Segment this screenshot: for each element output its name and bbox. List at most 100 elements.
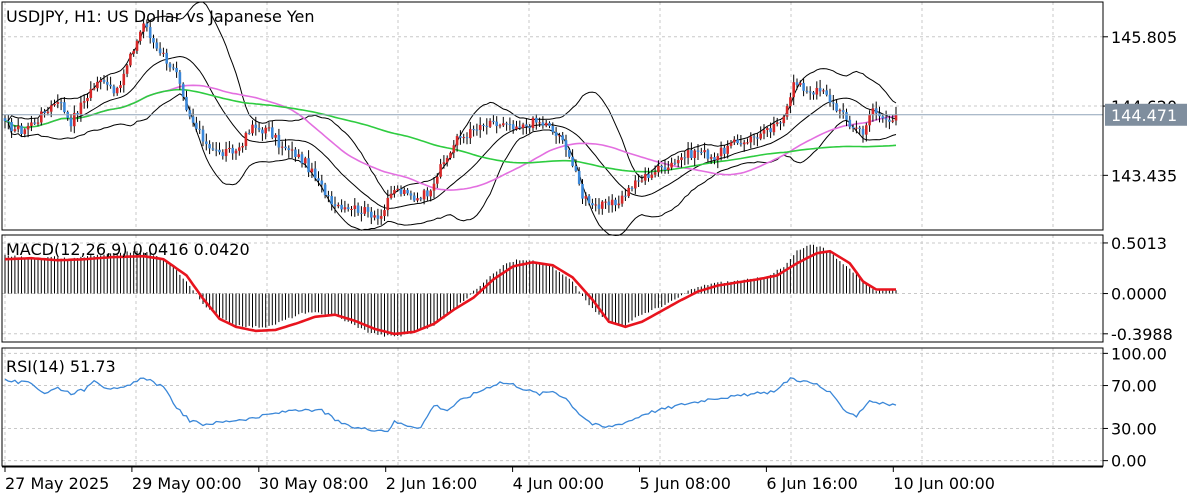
candle-bull bbox=[594, 204, 597, 206]
candle-bull bbox=[891, 120, 894, 122]
candle-bull bbox=[746, 142, 749, 144]
candle-bull bbox=[785, 106, 789, 117]
candle-bear bbox=[247, 132, 251, 134]
candle-bull bbox=[350, 208, 353, 210]
candle-bull bbox=[617, 203, 621, 206]
candle-bull bbox=[139, 31, 142, 42]
candle-bear bbox=[231, 147, 234, 154]
candle-bear bbox=[475, 129, 479, 131]
candle-bull bbox=[538, 122, 541, 124]
candle-bear bbox=[409, 193, 413, 196]
candle-bear bbox=[188, 110, 192, 117]
bollinger-lower-line bbox=[4, 93, 897, 237]
macd-tick-label: -0.3988 bbox=[1111, 325, 1173, 344]
candle-bear bbox=[284, 146, 287, 149]
bollinger-middle-line bbox=[4, 55, 897, 209]
candle-bull bbox=[16, 125, 20, 130]
candle-bull bbox=[462, 137, 465, 139]
rsi-tick-label: 70.00 bbox=[1111, 377, 1157, 396]
candle-bear bbox=[835, 103, 838, 112]
candle-bull bbox=[422, 190, 426, 200]
candle-bull bbox=[234, 150, 238, 154]
candle-bear bbox=[841, 110, 845, 113]
candle-bear bbox=[574, 165, 578, 171]
candle-bear bbox=[198, 128, 201, 130]
candle-bear bbox=[808, 91, 812, 93]
candle-bull bbox=[455, 136, 459, 146]
candle-bear bbox=[181, 83, 185, 97]
candle-bull bbox=[129, 53, 132, 66]
candle-bull bbox=[531, 117, 535, 129]
candle-bull bbox=[686, 150, 690, 158]
candle-bull bbox=[56, 102, 60, 104]
candle-bear bbox=[300, 154, 304, 164]
candle-bull bbox=[386, 197, 390, 211]
candle-bear bbox=[660, 165, 663, 168]
candle-bear bbox=[172, 67, 175, 69]
candle-bull bbox=[337, 204, 340, 207]
candle-bear bbox=[713, 157, 716, 160]
candle-bull bbox=[304, 158, 307, 164]
candle-bull bbox=[115, 87, 119, 94]
time-tick-label: 30 May 08:00 bbox=[259, 474, 369, 493]
candle-bear bbox=[587, 196, 591, 204]
candle-bull bbox=[815, 87, 819, 95]
candle-bear bbox=[812, 92, 815, 95]
candle-bear bbox=[630, 187, 634, 189]
candle-bear bbox=[406, 189, 409, 194]
candle-bear bbox=[495, 121, 498, 127]
candle-bear bbox=[10, 122, 13, 132]
candle-bear bbox=[346, 207, 350, 210]
candle-bull bbox=[23, 129, 27, 134]
candle-bear bbox=[221, 152, 225, 157]
price-tick-label: 143.435 bbox=[1111, 166, 1177, 185]
candle-bear bbox=[828, 94, 832, 103]
candle-bear bbox=[591, 203, 594, 206]
candle-bear bbox=[330, 196, 333, 205]
candle-bear bbox=[214, 149, 218, 151]
candle-bull bbox=[290, 149, 294, 151]
candle-bull bbox=[726, 145, 729, 154]
bollinger-upper-line bbox=[4, 1, 897, 196]
candle-bear bbox=[419, 198, 423, 200]
candle-bull bbox=[719, 147, 723, 157]
candle-bear bbox=[723, 147, 726, 154]
candle-bear bbox=[399, 188, 403, 194]
overlay-layer bbox=[4, 1, 897, 237]
candle-bear bbox=[313, 168, 317, 179]
candle-bear bbox=[287, 148, 291, 151]
candle-bear bbox=[152, 38, 155, 43]
candle-bull bbox=[89, 89, 93, 98]
candle-bull bbox=[30, 122, 33, 126]
candle-bull bbox=[132, 50, 135, 54]
candle-bear bbox=[376, 215, 380, 219]
candle-bear bbox=[528, 126, 531, 129]
candle-bear bbox=[769, 128, 772, 133]
candle-bull bbox=[640, 180, 644, 182]
candle-bear bbox=[700, 151, 703, 153]
candle-bull bbox=[868, 114, 871, 126]
candle-bull bbox=[789, 97, 792, 107]
rsi-tick-label: 0.00 bbox=[1111, 452, 1147, 471]
candle-bear bbox=[208, 144, 211, 149]
candle-bear bbox=[145, 23, 149, 28]
candle-bull bbox=[657, 165, 660, 173]
candle-bull bbox=[729, 142, 733, 146]
candle-bear bbox=[884, 118, 888, 120]
candle-bear bbox=[673, 162, 677, 164]
candle-bull bbox=[871, 108, 875, 115]
candle-bear bbox=[175, 67, 178, 73]
candle-bull bbox=[502, 123, 505, 126]
macd-signal-line bbox=[4, 249, 896, 336]
moving-average-green-line bbox=[4, 88, 897, 173]
candle-bull bbox=[241, 146, 244, 148]
candle-bear bbox=[426, 190, 429, 197]
candle-bear bbox=[155, 42, 159, 49]
candle-bear bbox=[511, 124, 515, 130]
rsi-label: RSI(14) 51.73 bbox=[6, 357, 116, 376]
candle-bear bbox=[525, 124, 528, 127]
candle-bull bbox=[238, 147, 241, 151]
candle-bull bbox=[353, 205, 357, 209]
